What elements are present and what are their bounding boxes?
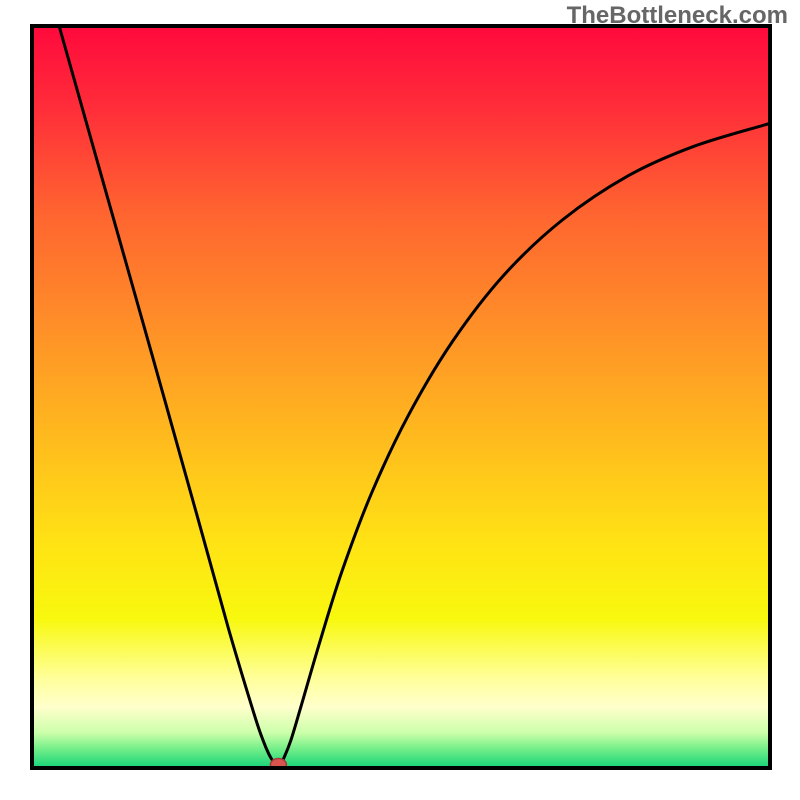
chart-svg <box>0 0 800 800</box>
figure-container: TheBottleneck.com <box>0 0 800 800</box>
plot-background <box>34 28 768 766</box>
